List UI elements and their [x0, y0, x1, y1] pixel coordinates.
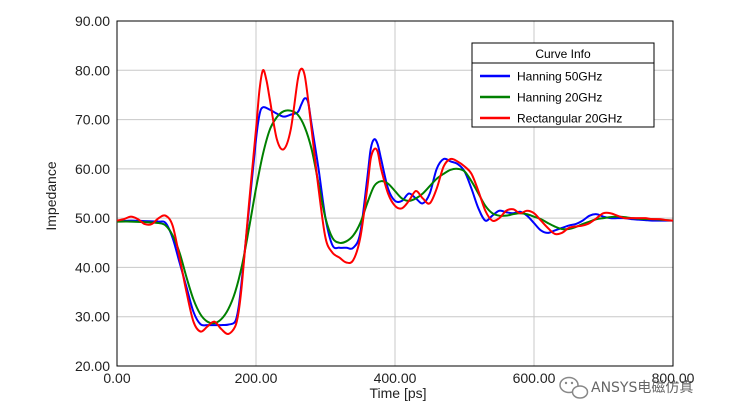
- watermark-text: ANSYS电磁仿真: [591, 380, 693, 396]
- y-tick-label: 40.00: [75, 259, 110, 275]
- y-tick-label: 70.00: [75, 112, 110, 128]
- x-axis-label: Time [ps]: [369, 385, 426, 401]
- legend-label: Hanning 20GHz: [517, 91, 602, 105]
- y-tick-label: 60.00: [75, 161, 110, 177]
- watermark: ANSYS电磁仿真: [559, 376, 693, 399]
- legend-title: Curve Info: [535, 47, 591, 61]
- y-tick-label: 30.00: [75, 309, 110, 325]
- series-group: [116, 67, 674, 335]
- y-tick-label: 20.00: [75, 358, 110, 374]
- x-tick-label: 200.00: [235, 370, 278, 386]
- x-tick-label: 0.00: [103, 370, 130, 386]
- legend-label: Rectangular 20GHz: [517, 112, 622, 126]
- legend: Curve Info Hanning 50GHz Hanning 20GHz Rec…: [471, 42, 655, 128]
- series-line-hanning-50ghz: [116, 97, 673, 327]
- y-axis-label: Impedance: [43, 161, 59, 230]
- legend-box: [471, 42, 655, 128]
- series-line-hanning-20ghz: [116, 109, 674, 325]
- plot-area: [116, 20, 674, 367]
- legend-entries: Hanning 50GHz Hanning 20GHz Rectangular 20…: [480, 70, 622, 126]
- x-tick-label: 600.00: [513, 370, 556, 386]
- wechat-logo-icon: [559, 376, 589, 399]
- y-tick-label: 90.00: [75, 13, 110, 29]
- x-tick-label: 800.00: [652, 370, 695, 386]
- x-tick-label: 400.00: [374, 370, 417, 386]
- y-tick-label: 50.00: [75, 210, 110, 226]
- series-line-rectangular-20ghz: [116, 67, 674, 335]
- y-tick-label: 80.00: [75, 62, 110, 78]
- legend-label: Hanning 50GHz: [517, 70, 602, 84]
- tick-labels: 20.00 30.00 40.00 50.00 60.00 70.00 80.00 90.00…: [75, 13, 695, 386]
